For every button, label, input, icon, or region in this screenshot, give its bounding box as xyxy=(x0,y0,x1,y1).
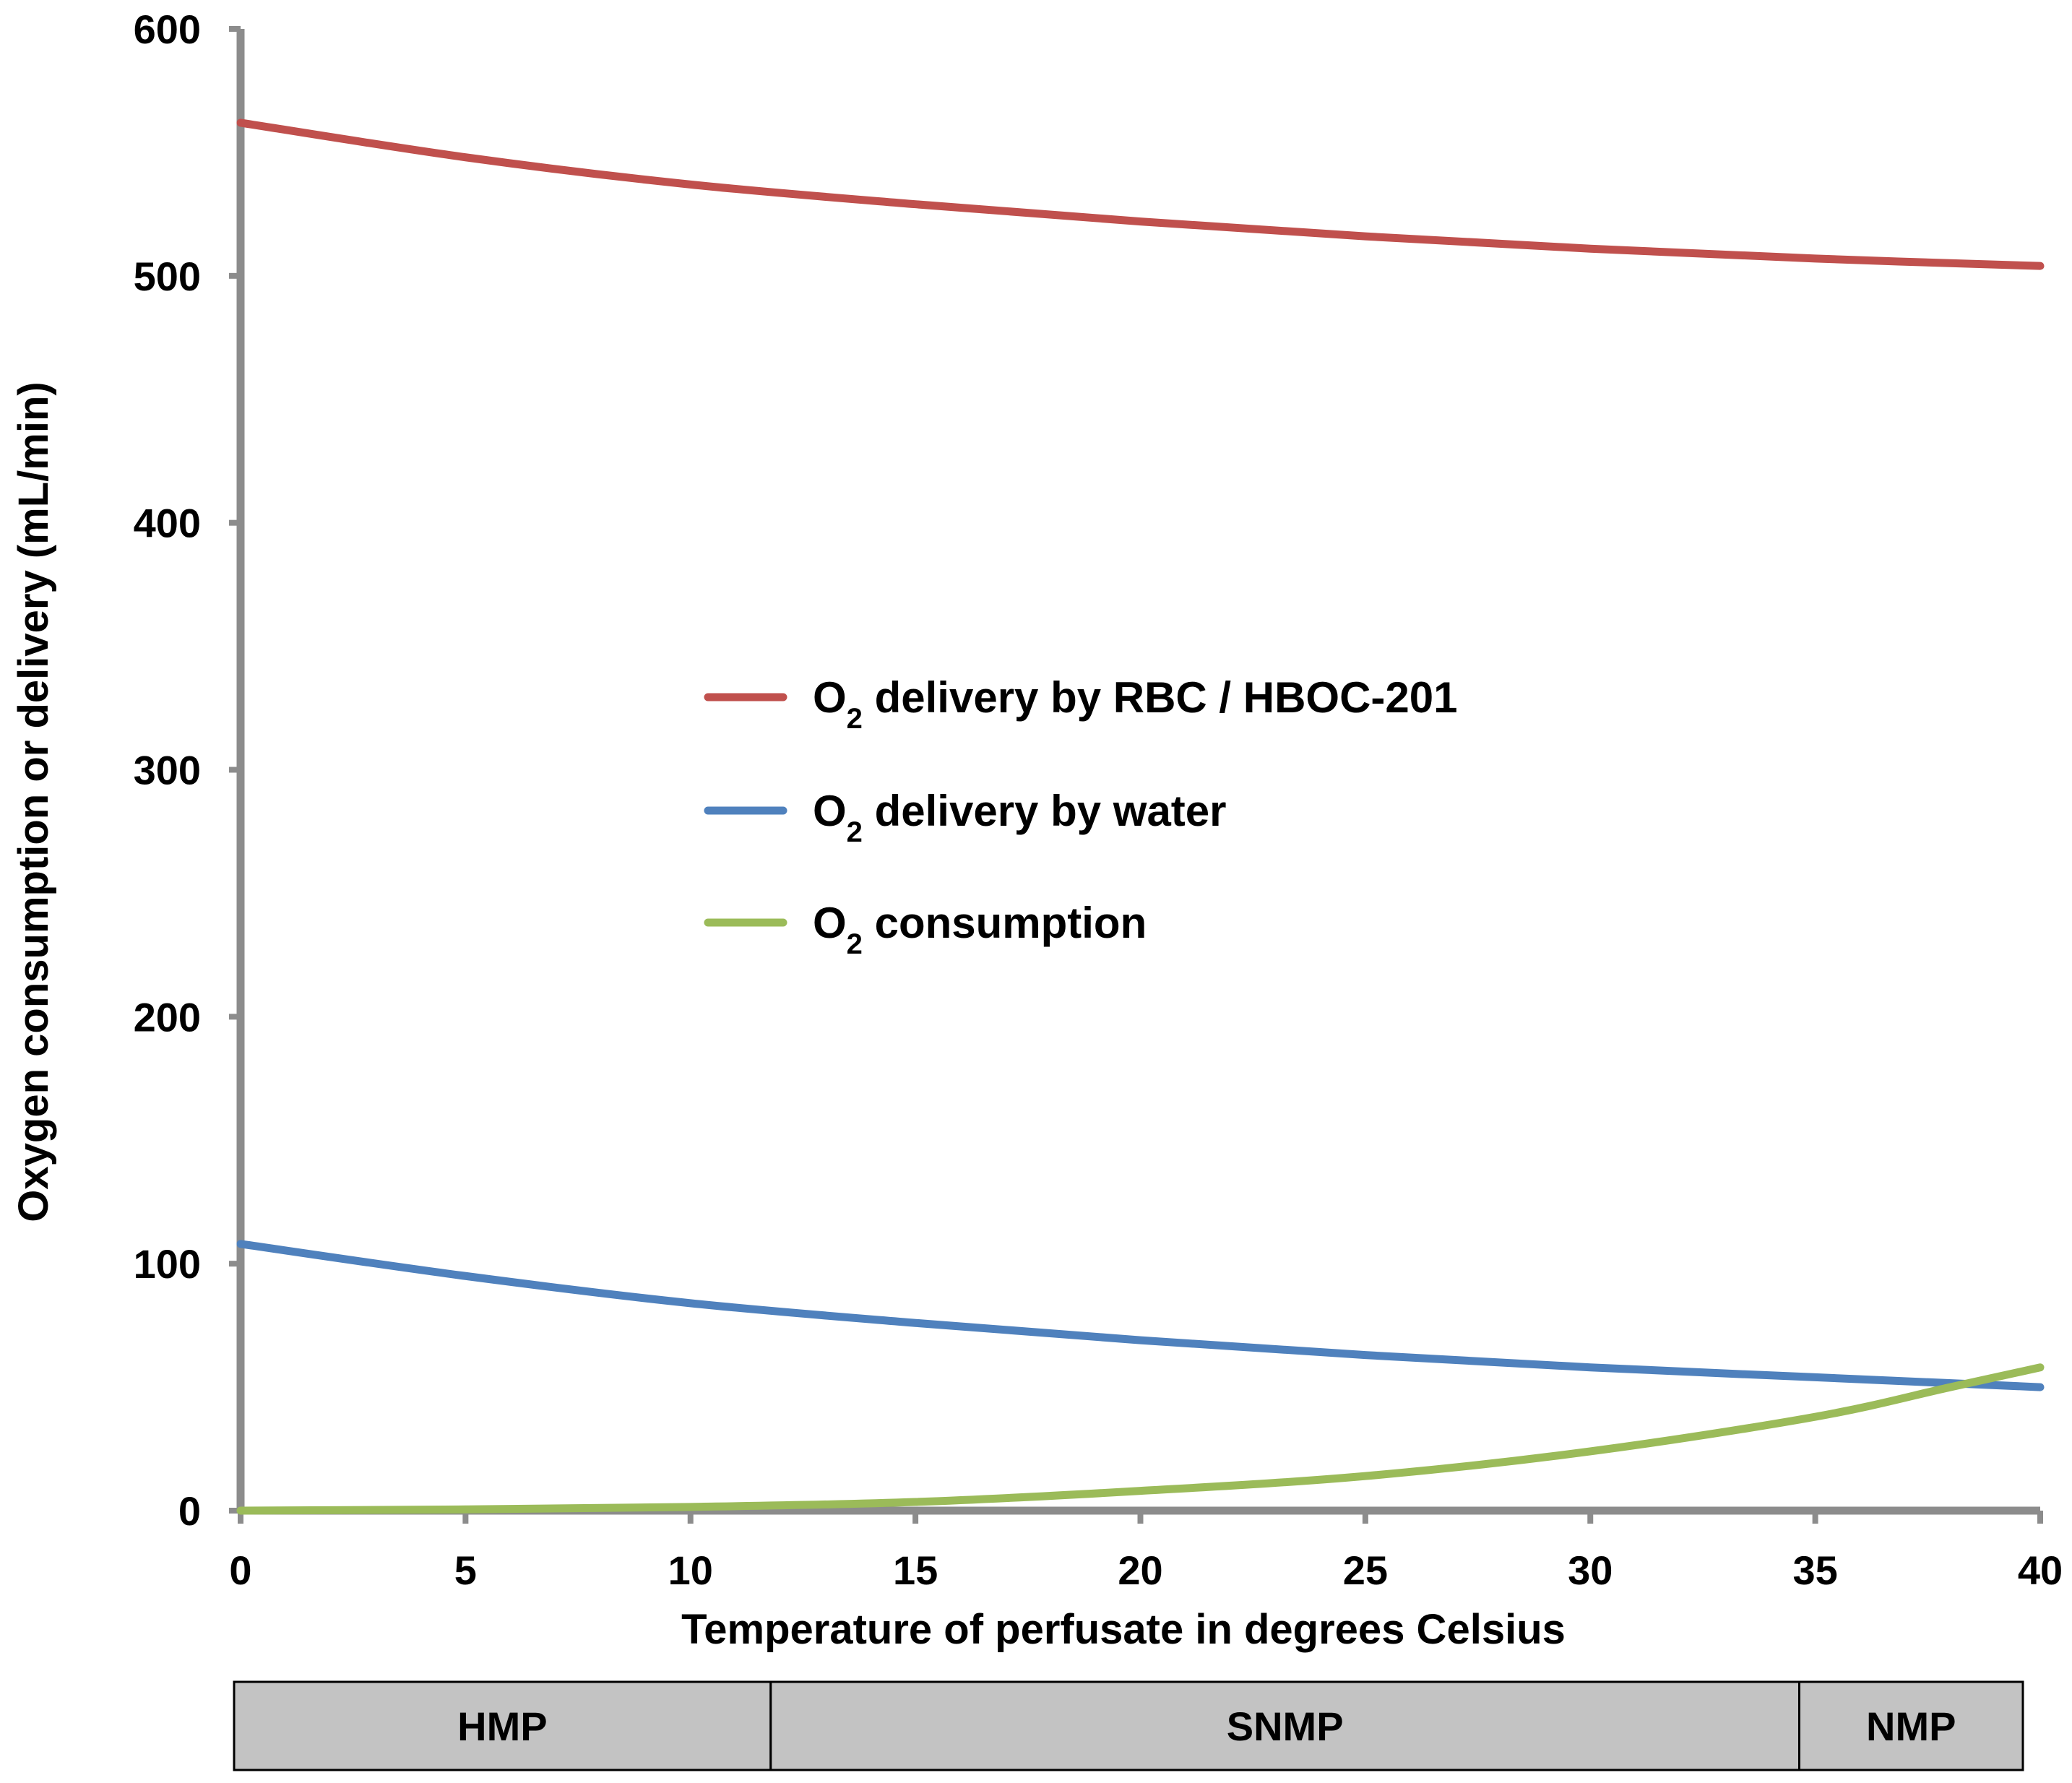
y-tick-label: 500 xyxy=(134,254,201,299)
legend-label: O2 delivery by water xyxy=(813,787,1227,848)
series-group xyxy=(236,118,2045,1515)
x-tick-label: 25 xyxy=(1343,1547,1388,1593)
y-tick-label: 300 xyxy=(134,748,201,793)
y-ticks: 0 100 200 300 400 500 600 xyxy=(134,7,241,1534)
band-snmp xyxy=(769,1680,1800,1771)
y-axis-title: Oxygen consumption or delivery (mL/min) xyxy=(10,381,57,1222)
x-tick-label: 35 xyxy=(1792,1547,1837,1593)
legend-item-water: O2 delivery by water xyxy=(704,787,1227,848)
x-tick-label: 40 xyxy=(2018,1547,2063,1593)
band-label: SNMP xyxy=(1227,1704,1344,1749)
series-line-water xyxy=(236,1240,2045,1391)
y-tick-label: 100 xyxy=(134,1241,201,1287)
y-tick-label: 0 xyxy=(178,1488,201,1534)
legend-label: O2 consumption xyxy=(813,899,1147,960)
x-tick-label: 20 xyxy=(1118,1547,1162,1593)
y-tick-label: 400 xyxy=(134,501,201,546)
series-line-rbc xyxy=(236,118,2045,270)
axes xyxy=(236,29,2040,1515)
legend-item-rbc: O2 delivery by RBC / HBOC-201 xyxy=(704,673,1458,735)
legend-item-consumption: O2 consumption xyxy=(704,899,1147,960)
series-line-consumption xyxy=(236,1363,2045,1515)
x-axis-title: Temperature of perfusate in degrees Cels… xyxy=(681,1606,1566,1653)
legend: O2 delivery by RBC / HBOC-201 O2 delivery… xyxy=(704,673,1458,960)
x-ticks: 0 5 10 15 20 25 30 35 40 xyxy=(229,1511,2063,1593)
x-tick-label: 5 xyxy=(454,1547,477,1593)
band-nmp xyxy=(1798,1680,2024,1771)
y-tick-label: 600 xyxy=(134,7,201,52)
x-tick-label: 30 xyxy=(1568,1547,1613,1593)
band-label: NMP xyxy=(1866,1704,1956,1749)
phase-bands: HMP SNMP NMP xyxy=(233,1680,2024,1771)
x-tick-label: 15 xyxy=(893,1547,938,1593)
y-tick-label: 200 xyxy=(134,994,201,1040)
legend-label: O2 delivery by RBC / HBOC-201 xyxy=(813,673,1458,735)
x-tick-label: 0 xyxy=(229,1547,251,1593)
band-label: HMP xyxy=(457,1704,547,1749)
x-tick-label: 10 xyxy=(668,1547,713,1593)
band-hmp xyxy=(233,1680,772,1771)
